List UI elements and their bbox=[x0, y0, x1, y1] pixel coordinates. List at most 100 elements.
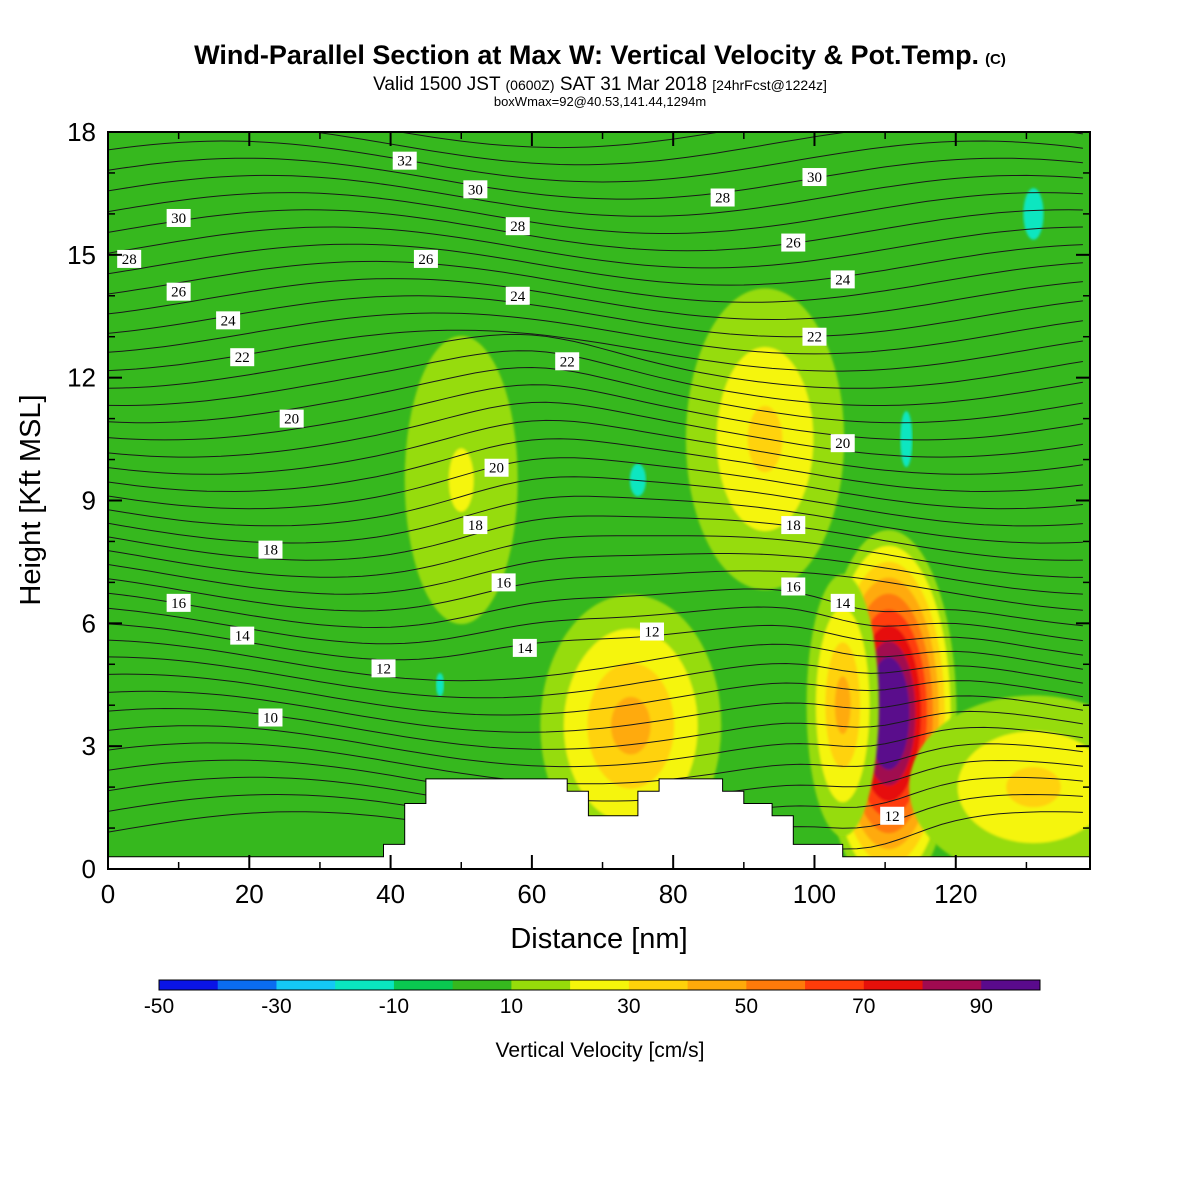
velocity-field bbox=[404, 188, 1090, 869]
theta-label-box bbox=[392, 151, 417, 170]
velocity-contour bbox=[436, 673, 445, 697]
theta-label-text: 20 bbox=[835, 436, 850, 452]
theta-label-box bbox=[781, 516, 806, 535]
theta-label-text: 14 bbox=[235, 629, 251, 645]
theta-contour-line bbox=[108, 157, 1083, 200]
theta-label-text: 12 bbox=[885, 809, 900, 825]
colorbar-tick-label: 50 bbox=[735, 995, 758, 1018]
velocity-contour bbox=[1023, 188, 1044, 240]
colorbar-swatch bbox=[687, 980, 747, 990]
colorbar-swatch bbox=[393, 980, 454, 990]
y-tick-label: 15 bbox=[67, 240, 96, 270]
velocity-contour bbox=[1006, 766, 1061, 808]
theta-label-text: 24 bbox=[835, 272, 851, 288]
theta-label: 26 bbox=[413, 249, 438, 268]
theta-contour-line bbox=[108, 329, 1083, 372]
theta-label-text: 24 bbox=[221, 313, 237, 329]
forecast-info: [24hrFcst@1224z] bbox=[712, 77, 827, 93]
colorbar-swatch bbox=[335, 980, 395, 990]
theta-label-text: 22 bbox=[807, 330, 822, 346]
theta-label-text: 20 bbox=[489, 461, 504, 477]
theta-contour-line bbox=[108, 350, 1083, 407]
x-tick-label: 120 bbox=[934, 879, 977, 909]
x-axis-title: Distance [nm] bbox=[510, 923, 687, 955]
theta-label-box bbox=[258, 708, 283, 727]
theta-label-box bbox=[555, 352, 580, 371]
theta-contour-line bbox=[310, 132, 1083, 166]
colorbar-swatch bbox=[159, 980, 219, 990]
theta-label-box bbox=[505, 286, 530, 305]
theta-contour-line bbox=[108, 623, 1083, 661]
theta-contour-line bbox=[108, 401, 1083, 458]
theta-label-text: 20 bbox=[284, 412, 299, 428]
theta-label-text: 30 bbox=[468, 182, 483, 198]
theta-contour-line bbox=[108, 419, 1083, 475]
theta-label: 24 bbox=[830, 270, 855, 289]
theta-label-text: 28 bbox=[122, 252, 137, 268]
velocity-feature bbox=[909, 695, 1090, 869]
theta-label-text: 16 bbox=[171, 596, 187, 612]
colorbar-frame bbox=[158, 979, 1041, 991]
theta-contour-line bbox=[108, 742, 1083, 785]
velocity-feature bbox=[436, 673, 445, 697]
theta-contour-line bbox=[108, 209, 1083, 252]
theta-label: 20 bbox=[279, 409, 304, 428]
theta-label-text: 18 bbox=[786, 518, 801, 534]
theta-label-text: 26 bbox=[418, 252, 434, 268]
theta-label: 18 bbox=[258, 540, 283, 559]
theta-label-box bbox=[463, 180, 488, 199]
theta-label-box bbox=[802, 168, 827, 187]
theta-label-text: 28 bbox=[510, 219, 525, 235]
colorbar-tick-label: 90 bbox=[970, 995, 993, 1018]
theta-label-text: 12 bbox=[644, 625, 659, 641]
theta-label-text: 18 bbox=[468, 518, 483, 534]
colorbar-swatch bbox=[511, 980, 571, 990]
theta-label: 14 bbox=[230, 626, 255, 645]
theta-label-text: 12 bbox=[376, 661, 391, 677]
theta-label-box bbox=[830, 434, 855, 453]
theta-label-box bbox=[639, 622, 664, 641]
theta-contour-line bbox=[108, 366, 1083, 424]
theta-label: 22 bbox=[802, 327, 827, 346]
theta-label: 30 bbox=[463, 180, 488, 199]
theta-label-box bbox=[117, 249, 142, 268]
theta-label-text: 16 bbox=[496, 575, 512, 591]
theta-contour-line bbox=[108, 690, 1083, 733]
theta-label-box bbox=[830, 593, 855, 612]
colorbar-tick-label: -50 bbox=[144, 995, 174, 1018]
theta-label-text: 18 bbox=[263, 543, 278, 559]
theta-label: 26 bbox=[781, 233, 806, 252]
theta-label-text: 22 bbox=[235, 350, 250, 366]
theta-label-text: 30 bbox=[807, 170, 822, 186]
box-max-info: boxWmax=92@40.53,141.44,1294m bbox=[493, 94, 707, 109]
theta-label: 30 bbox=[802, 168, 827, 187]
theta-label: 26 bbox=[166, 282, 191, 301]
theta-label-box bbox=[463, 516, 488, 535]
theta-contour-line bbox=[108, 278, 1083, 321]
velocity-contour bbox=[610, 696, 651, 755]
theta-contour-line bbox=[108, 312, 1083, 355]
theta-contour-line bbox=[108, 570, 1083, 612]
valid-date: SAT 31 Mar 2018 bbox=[559, 74, 707, 95]
velocity-feature bbox=[1023, 188, 1044, 240]
theta-contour-line bbox=[397, 132, 723, 149]
theta-contour-line bbox=[108, 243, 1083, 286]
theta-label: 18 bbox=[781, 516, 806, 535]
velocity-contour bbox=[448, 448, 474, 512]
theta-label: 28 bbox=[505, 217, 530, 236]
theta-label-box bbox=[710, 188, 735, 207]
theta-contour-line bbox=[108, 553, 1083, 595]
theta-label-box bbox=[484, 458, 509, 477]
theta-label: 28 bbox=[710, 188, 735, 207]
theta-label-text: 24 bbox=[510, 289, 526, 305]
theta-contour-line bbox=[108, 174, 1083, 217]
terrain bbox=[108, 778, 1090, 869]
theta-contour-line bbox=[108, 535, 1083, 578]
theta-label-box bbox=[491, 573, 516, 592]
theta-label: 24 bbox=[505, 286, 530, 305]
theta-contour-line bbox=[108, 673, 1083, 716]
y-tick-label: 6 bbox=[82, 608, 96, 638]
theta-label: 14 bbox=[830, 593, 855, 612]
theta-label: 32 bbox=[392, 151, 417, 170]
